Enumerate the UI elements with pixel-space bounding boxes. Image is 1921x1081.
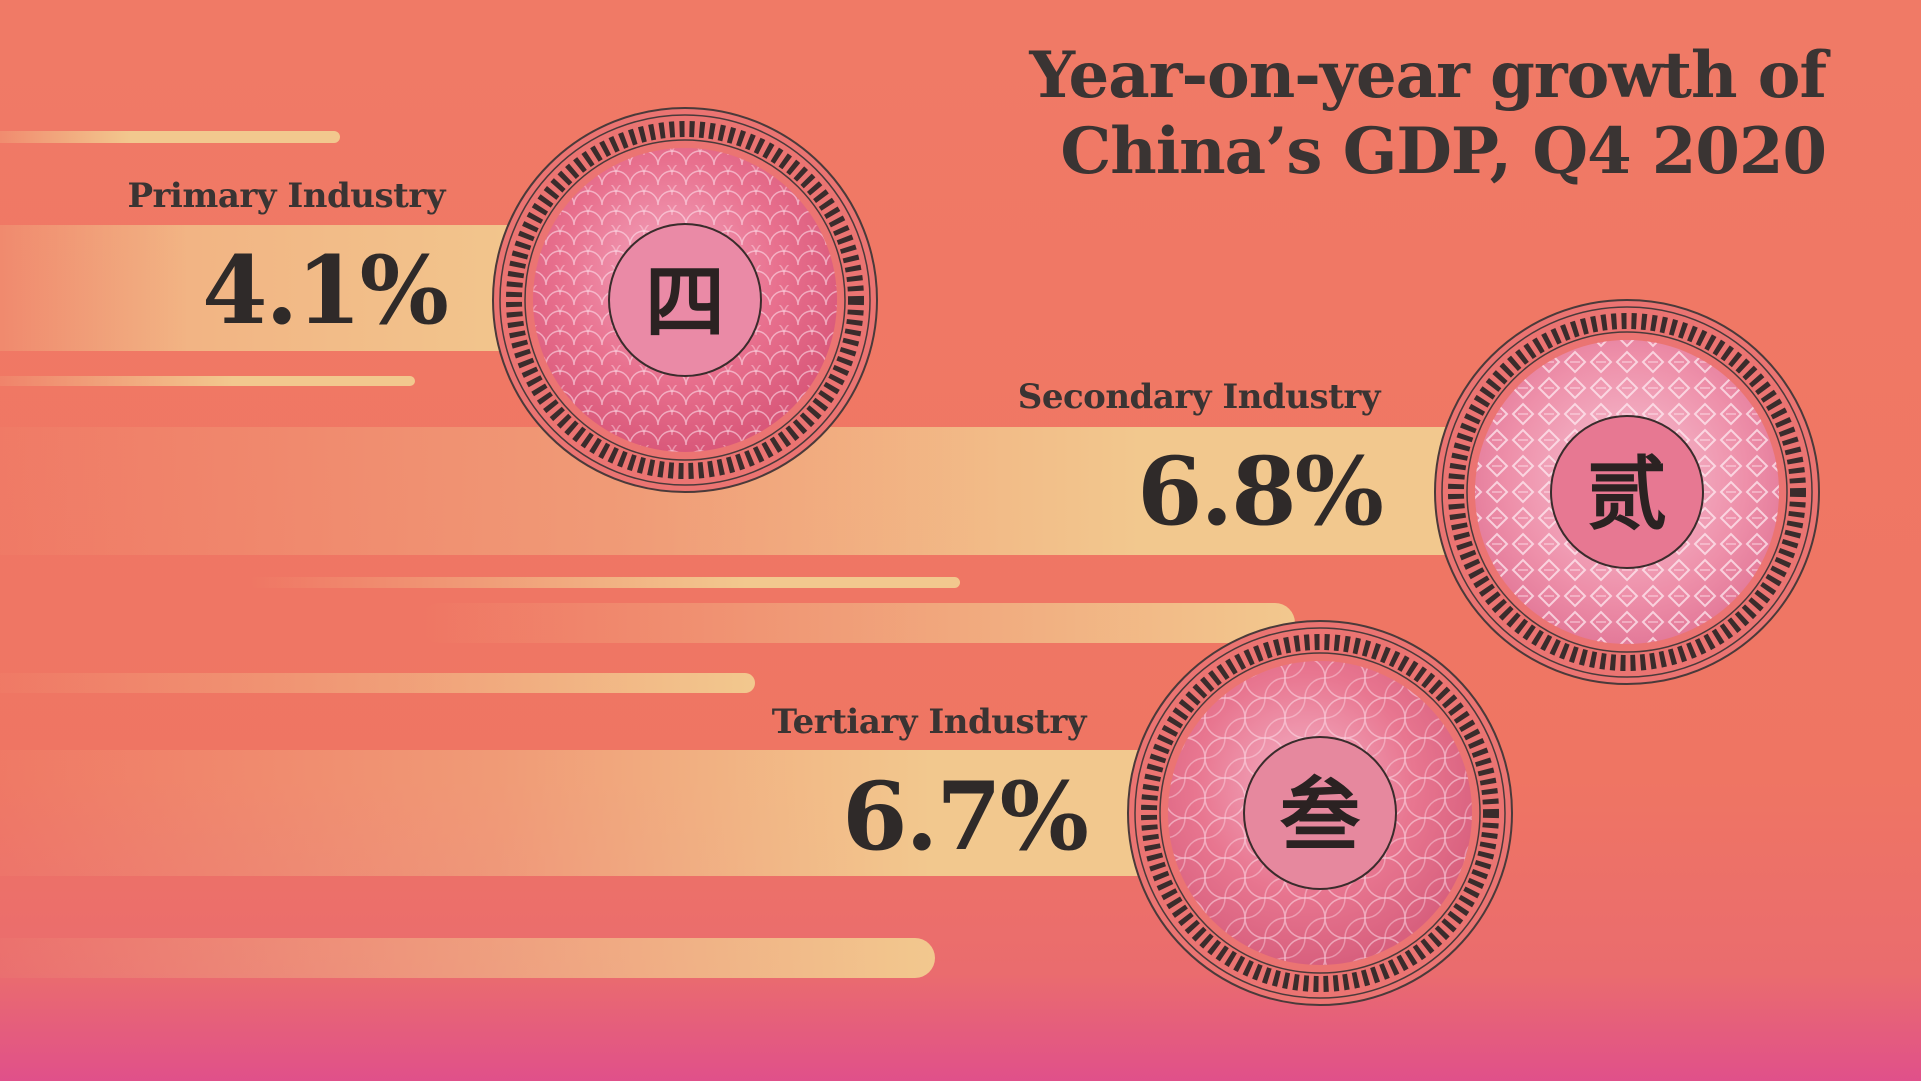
streak-tertiary-band [0, 750, 1180, 876]
tertiary-industry-value: 6.7% [842, 762, 1089, 872]
streak [0, 938, 935, 978]
medal-weave-icon: 贰 [1434, 299, 1820, 685]
primary-medal-icon: 四 [490, 105, 880, 495]
secondary-industry-value: 6.8% [1137, 437, 1384, 547]
medal-petals-icon: 叁 [1127, 620, 1513, 1006]
chart-title: Year-on-year growth of China’s GDP, Q4 2… [1029, 38, 1827, 190]
streak [0, 376, 415, 386]
streak-primary-band [0, 225, 560, 351]
tertiary-industry-label: Tertiary Industry [771, 702, 1087, 742]
medal-scales-icon: 四 [492, 107, 878, 493]
tertiary-medal-icon: 叁 [1125, 618, 1515, 1008]
primary-industry-value: 4.1% [202, 236, 449, 346]
secondary-industry-label: Secondary Industry [1017, 377, 1381, 417]
primary-industry-label: Primary Industry [127, 176, 445, 216]
streak [0, 131, 340, 143]
secondary-medal-icon: 贰 [1432, 297, 1822, 687]
streak [420, 603, 1295, 643]
streak [0, 673, 755, 693]
title-line-2: China’s GDP, Q4 2020 [1060, 114, 1827, 189]
secondary-glyph: 贰 [1587, 448, 1667, 541]
tertiary-glyph: 叁 [1280, 769, 1361, 862]
streak [250, 577, 960, 588]
title-line-1: Year-on-year growth of [1029, 38, 1827, 113]
primary-glyph: 四 [645, 256, 725, 349]
